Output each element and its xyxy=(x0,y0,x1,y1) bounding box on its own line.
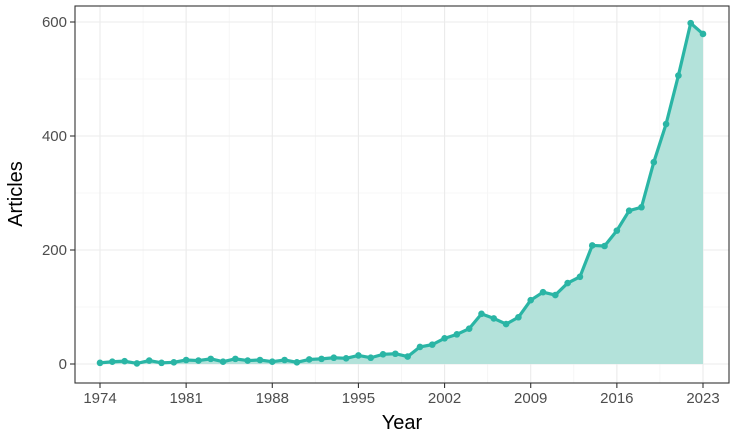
x-axis-ticks: 1974 1981 1988 1995 2002 2009 2016 2023 xyxy=(83,383,720,407)
data-point-2011 xyxy=(552,291,559,299)
data-point-1982 xyxy=(195,357,202,364)
y-axis-title: Articles xyxy=(5,161,27,227)
data-point-2003 xyxy=(453,331,461,338)
data-point-1994 xyxy=(342,355,350,362)
data-point-2009 xyxy=(527,296,535,304)
data-point-1974 xyxy=(96,359,104,367)
data-point-1979 xyxy=(158,359,165,367)
data-point-1977 xyxy=(133,360,141,367)
data-points xyxy=(96,19,707,367)
data-point-1980 xyxy=(170,358,178,366)
data-point-2007 xyxy=(502,320,510,328)
data-point-1987 xyxy=(256,356,264,364)
data-point-1996 xyxy=(367,354,375,362)
data-point-1995 xyxy=(355,352,362,359)
x-tick-label: 2023 xyxy=(686,390,719,407)
data-point-1993 xyxy=(330,354,338,362)
data-point-2010 xyxy=(539,288,547,296)
data-point-2000 xyxy=(416,343,424,351)
data-point-2001 xyxy=(428,341,436,348)
data-point-2019 xyxy=(650,158,658,166)
y-axis-ticks: 0 200 400 600 xyxy=(42,14,75,373)
x-tick-label: 1974 xyxy=(83,390,116,407)
x-tick-label: 1988 xyxy=(256,390,289,407)
data-point-2004 xyxy=(465,325,473,332)
data-point-1983 xyxy=(207,355,215,363)
data-point-2012 xyxy=(564,279,571,287)
data-point-2017 xyxy=(625,207,633,214)
data-point-1990 xyxy=(293,358,301,366)
area-fill xyxy=(100,23,703,364)
data-point-2015 xyxy=(601,242,608,250)
x-tick-label: 2009 xyxy=(514,390,547,407)
x-axis-title: Year xyxy=(382,412,423,434)
x-tick-label: 1995 xyxy=(342,390,375,407)
data-point-2021 xyxy=(675,72,682,79)
data-point-1984 xyxy=(219,358,227,366)
data-point-1999 xyxy=(404,353,411,360)
data-point-2006 xyxy=(490,315,498,322)
data-point-2013 xyxy=(576,273,584,281)
x-tick-label: 2002 xyxy=(428,390,461,407)
data-point-1989 xyxy=(281,356,288,364)
data-point-2022 xyxy=(687,19,694,27)
y-tick-label: 0 xyxy=(59,356,67,373)
data-point-2002 xyxy=(441,335,448,342)
x-tick-label: 1981 xyxy=(169,390,202,407)
data-point-1991 xyxy=(305,356,313,363)
y-tick-label: 400 xyxy=(42,128,67,145)
panel-border xyxy=(74,5,730,384)
data-point-2005 xyxy=(478,310,485,318)
data-point-1992 xyxy=(318,355,325,363)
y-tick-label: 600 xyxy=(42,14,67,31)
data-point-2008 xyxy=(515,313,522,321)
data-point-1997 xyxy=(379,351,387,358)
data-point-1986 xyxy=(244,357,251,364)
data-point-1981 xyxy=(182,356,190,364)
data-point-2016 xyxy=(613,227,621,234)
data-point-1985 xyxy=(232,355,239,363)
data-point-2014 xyxy=(588,242,596,249)
x-tick-label: 2016 xyxy=(600,390,633,407)
data-point-1975 xyxy=(109,358,116,366)
data-point-1976 xyxy=(121,357,128,365)
data-point-1978 xyxy=(145,357,153,364)
data-point-2018 xyxy=(638,203,645,211)
data-point-2020 xyxy=(662,120,670,128)
y-tick-label: 200 xyxy=(42,242,67,259)
data-point-2023 xyxy=(699,30,707,38)
data-point-1988 xyxy=(268,358,276,366)
data-point-1998 xyxy=(392,350,399,358)
